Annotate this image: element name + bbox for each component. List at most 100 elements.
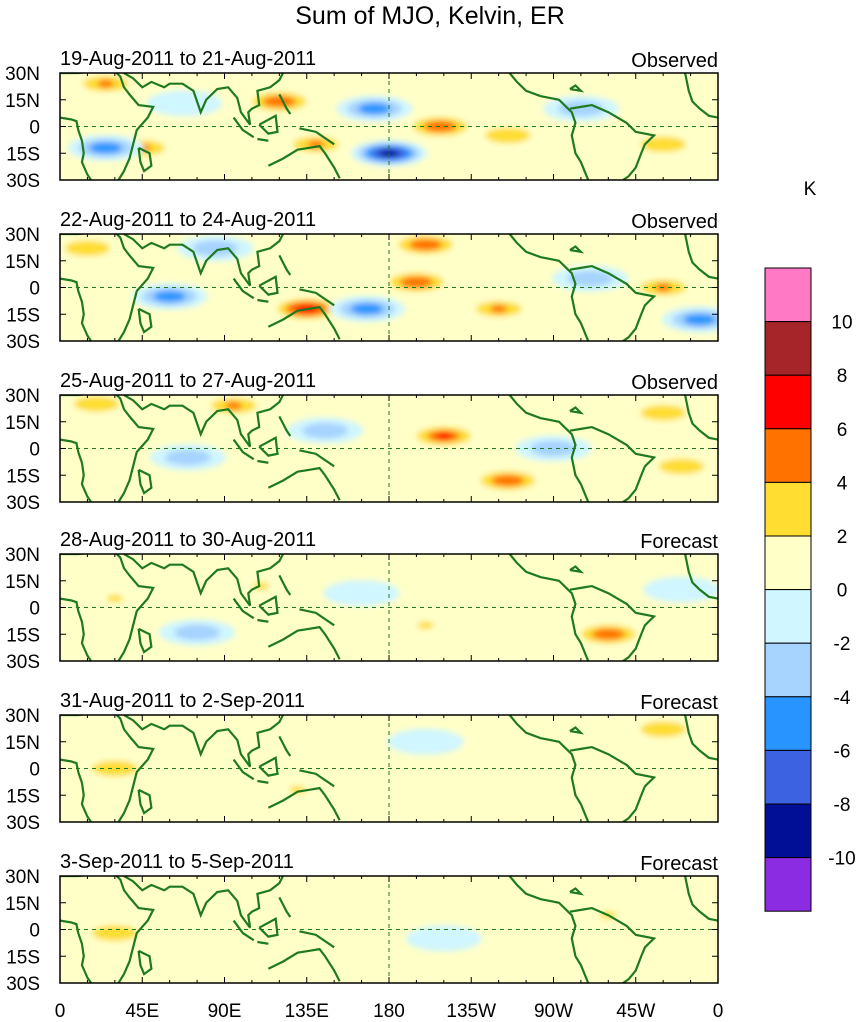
- lat-tick-label: 0: [29, 440, 40, 461]
- coastline: [278, 735, 292, 757]
- coastline: [569, 906, 657, 983]
- coastline: [60, 234, 155, 341]
- anomaly-core: [176, 99, 193, 108]
- coastlines: [60, 234, 718, 341]
- coastline: [123, 234, 284, 287]
- coastline: [569, 84, 585, 93]
- panel-5: 30N 15N 0 15S 30S 31-Aug-2011 to 2-Sep-2011 Fo…: [5, 690, 719, 834]
- coastline: [508, 395, 590, 502]
- anomaly-core: [490, 304, 507, 313]
- coastline: [60, 438, 92, 502]
- coastline: [569, 103, 657, 180]
- coastline: [232, 597, 255, 620]
- anomaly-core: [408, 278, 425, 287]
- anomaly-blobs: [76, 716, 702, 803]
- colorbar-label: -2: [834, 634, 851, 655]
- coastline: [257, 459, 269, 464]
- lat-tick-label: 15N: [5, 733, 40, 754]
- coastline: [569, 406, 585, 415]
- colorbar-box: [764, 589, 812, 644]
- anomaly-core: [545, 444, 562, 453]
- coastline: [123, 876, 284, 929]
- anomaly-core: [435, 934, 452, 943]
- anomaly-core: [691, 315, 708, 324]
- coastline: [299, 608, 335, 627]
- panel-status: Forecast: [640, 531, 718, 553]
- panel-period: 19-Aug-2011 to 21-Aug-2011: [60, 48, 316, 70]
- panel-period: 25-Aug-2011 to 27-Aug-2011: [60, 370, 316, 392]
- coastline: [267, 305, 341, 340]
- coastline: [278, 415, 292, 437]
- panel-period: 31-Aug-2011 to 2-Sep-2011: [60, 690, 305, 712]
- anomaly-core: [225, 401, 242, 410]
- coastline: [684, 234, 718, 280]
- coastline: [299, 288, 335, 307]
- colorbar-label: 10: [831, 313, 852, 334]
- anomaly-blobs: [60, 395, 718, 494]
- coastline: [60, 597, 92, 661]
- colorbar-box: [764, 803, 812, 859]
- lon-tick-label: 135E: [285, 1001, 329, 1022]
- coastline: [232, 919, 255, 942]
- anomaly-core: [600, 630, 617, 639]
- anomaly-core: [353, 589, 370, 598]
- lat-tick-label: 30N: [5, 64, 40, 85]
- lat-tick-label: 30N: [5, 386, 40, 407]
- coastline: [258, 917, 279, 938]
- panel-field: [60, 234, 718, 341]
- coastline: [569, 745, 657, 822]
- panel-period: 28-Aug-2011 to 30-Aug-2011: [60, 529, 316, 551]
- colorbar-box: [764, 428, 812, 483]
- lon-tick-label: 45W: [616, 1001, 655, 1022]
- coastline: [267, 947, 341, 982]
- panel-4: 30N 15N 0 15S 30S 28-Aug-2011 to 30-Aug-2011 F…: [5, 529, 719, 673]
- coastline: [137, 788, 153, 815]
- coastline: [137, 627, 153, 654]
- colorbar-box: [764, 642, 812, 698]
- lon-tick-label: 135W: [446, 1001, 496, 1022]
- colorbar-label: -8: [834, 795, 851, 816]
- anomaly-core: [417, 240, 434, 249]
- lon-tick-label: 90W: [534, 1001, 573, 1022]
- anomaly-core: [499, 131, 516, 140]
- coastline: [278, 574, 292, 596]
- coastline: [60, 277, 92, 341]
- lon-tick-label: 0: [55, 1001, 66, 1022]
- coastlines: [60, 395, 718, 502]
- colorbar: K 10 8 6 4 2 0 -2 -4 -6 -8 -10: [764, 179, 856, 912]
- coastline: [232, 758, 255, 781]
- coastline: [232, 438, 255, 461]
- anomaly-core: [359, 304, 376, 313]
- coastline: [299, 449, 335, 468]
- coastline: [508, 554, 590, 661]
- coastline: [278, 254, 292, 276]
- coastline: [508, 73, 590, 180]
- coastline: [684, 876, 718, 922]
- colorbar-label: -6: [834, 741, 851, 762]
- anomaly-blobs: [67, 73, 702, 167]
- lat-tick-label: 30N: [5, 225, 40, 246]
- coastline: [60, 876, 155, 983]
- lat-tick-label: 30S: [6, 974, 40, 995]
- lon-tick-label: 180: [373, 1001, 405, 1022]
- panel-status: Observed: [631, 50, 718, 72]
- coastline: [137, 468, 153, 495]
- panel-3: 30N 15N 0 15S 30S 25-Aug-2011 to 27-Aug-2011 O…: [5, 370, 719, 514]
- anomaly-core: [417, 737, 434, 746]
- anomaly-core: [106, 594, 123, 603]
- coastline: [684, 395, 718, 441]
- anomaly-blobs: [76, 573, 718, 648]
- anomaly-core: [655, 725, 672, 734]
- lat-tick-label: 30S: [6, 813, 40, 834]
- coastline: [569, 425, 657, 502]
- lat-tick-label: 15N: [5, 894, 40, 915]
- coastline: [278, 896, 292, 918]
- coastline: [257, 618, 269, 623]
- anomaly-core: [106, 929, 123, 938]
- colorbar-box: [764, 857, 812, 912]
- colorbar-box: [764, 374, 812, 430]
- coastline: [60, 758, 92, 822]
- anomaly-core: [673, 462, 690, 471]
- coastline: [684, 715, 718, 761]
